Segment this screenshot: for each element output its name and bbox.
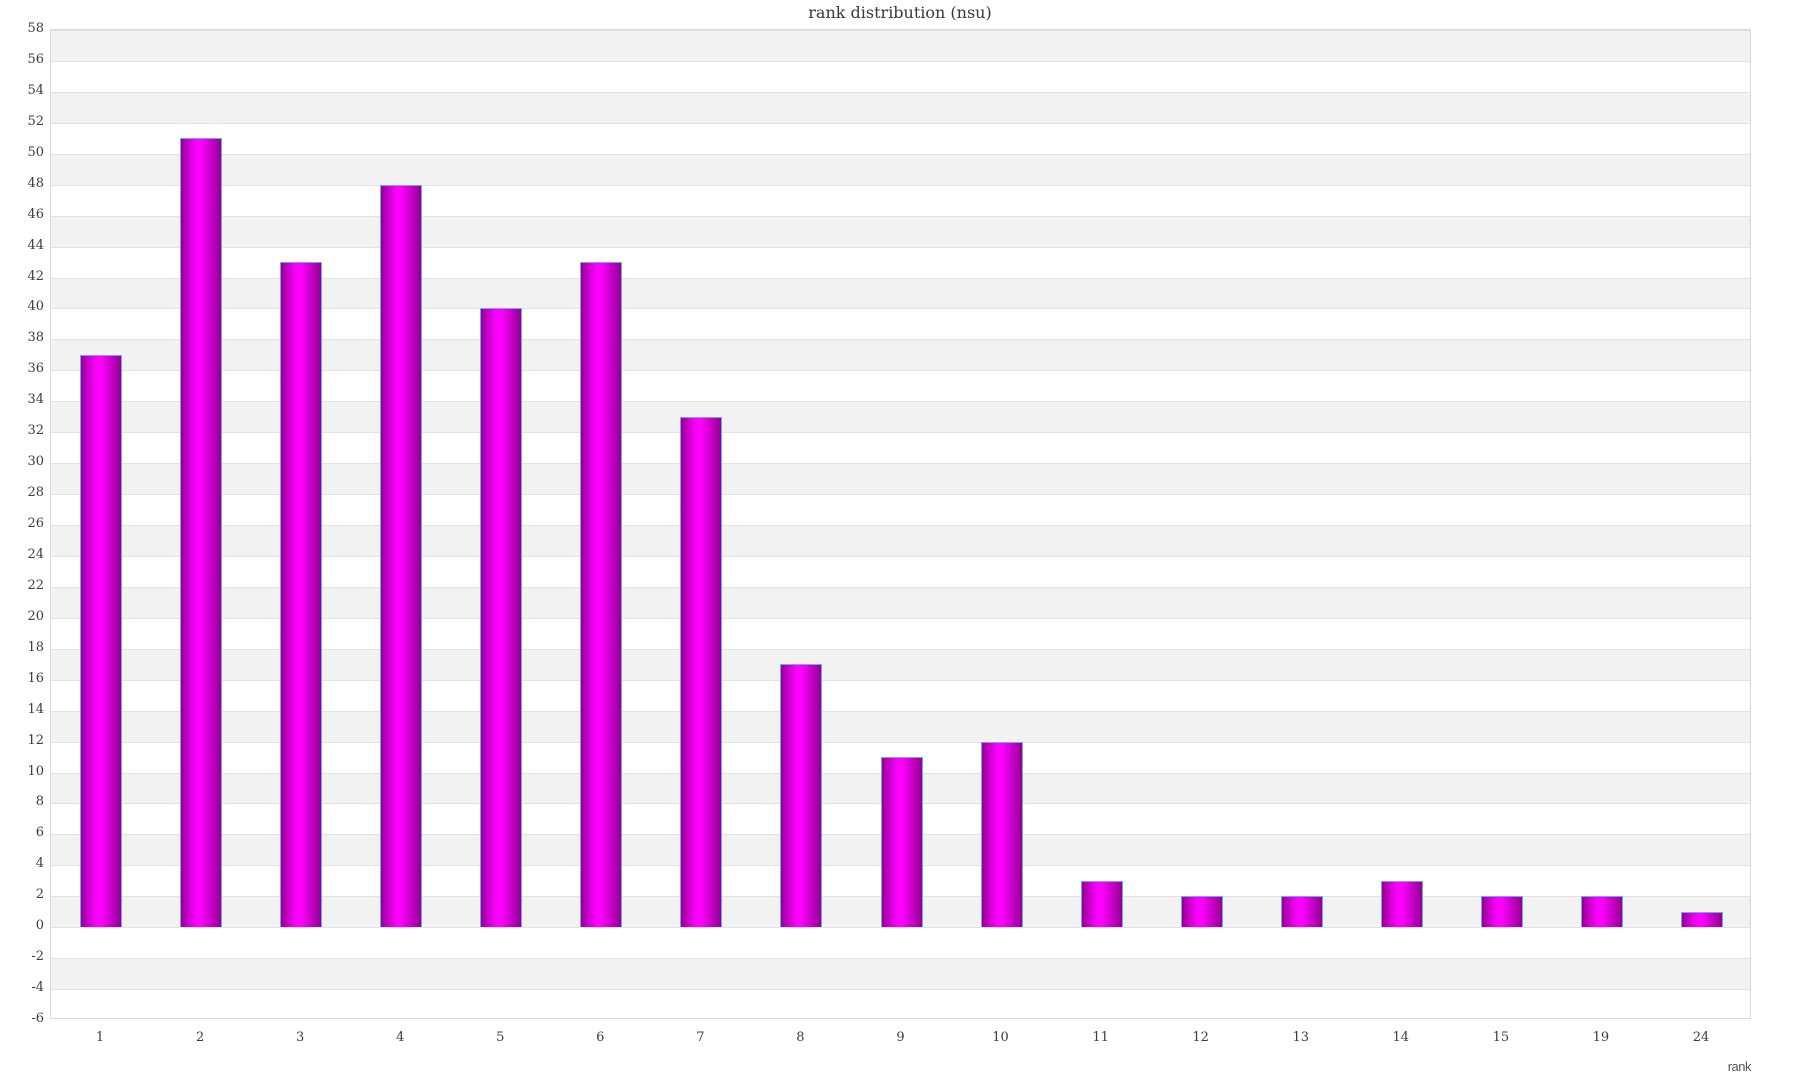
plot-area (50, 29, 1751, 1019)
x-tick-label: 2 (195, 1030, 205, 1045)
x-tick-label: 1 (95, 1030, 105, 1045)
bar-rank-7 (680, 416, 723, 928)
x-tick-label: 12 (1192, 1030, 1209, 1045)
y-tick-label: -6 (31, 1011, 44, 1026)
y-tick-label: 18 (27, 639, 44, 655)
grid-band (51, 432, 1750, 464)
grid-band (51, 215, 1750, 247)
grid-band (51, 277, 1750, 309)
bar-rank-8 (780, 664, 823, 928)
x-tick-label: 8 (796, 1030, 805, 1045)
grid-band (51, 401, 1750, 433)
y-tick-label: 8 (35, 794, 44, 810)
grid-band (51, 91, 1750, 123)
grid-band (51, 184, 1750, 216)
x-tick-label: 11 (1092, 1030, 1109, 1045)
y-tick-label: 54 (27, 82, 44, 98)
x-tick-label: 5 (496, 1030, 505, 1045)
x-tick-label: 9 (896, 1030, 905, 1045)
bar-rank-10 (980, 741, 1023, 928)
grid-band (51, 617, 1750, 649)
bar-rank-6 (580, 262, 623, 928)
x-tick-label: 4 (396, 1030, 405, 1045)
grid-band (51, 370, 1750, 402)
grid-band (51, 30, 1750, 61)
y-tick-label: 36 (27, 361, 44, 377)
bar-rank-3 (280, 262, 323, 928)
y-tick-label: 22 (27, 577, 44, 593)
bar-rank-15 (1480, 896, 1523, 928)
chart-title: rank distribution (nsu) (808, 3, 992, 22)
grid-band (51, 339, 1750, 371)
bar-rank-19 (1580, 896, 1623, 928)
bar-rank-2 (180, 138, 223, 928)
y-tick-label: 42 (27, 268, 44, 284)
y-tick-label: 48 (27, 175, 44, 191)
y-tick-label: 10 (27, 763, 44, 779)
x-tick-label: 6 (596, 1030, 605, 1045)
x-tick-label: 13 (1292, 1030, 1310, 1045)
bar-rank-4 (380, 184, 423, 928)
y-tick-label: 34 (27, 392, 44, 408)
y-tick-label: 24 (27, 546, 44, 562)
grid-band (51, 246, 1750, 278)
grid-band (51, 679, 1750, 711)
grid-band (51, 989, 1750, 1018)
y-tick-label: 6 (35, 825, 44, 841)
bar-rank-1 (80, 354, 123, 928)
y-tick-label: -4 (31, 980, 44, 996)
x-tick-label: 14 (1392, 1030, 1410, 1045)
y-tick-label: -2 (31, 949, 44, 965)
grid-band (51, 122, 1750, 154)
x-tick-label: 10 (992, 1030, 1009, 1045)
bar-rank-12 (1180, 896, 1223, 928)
y-tick-label: 58 (27, 21, 44, 36)
grid-band (51, 586, 1750, 618)
bar-rank-24 (1680, 911, 1723, 928)
y-tick-label: 44 (27, 237, 44, 253)
y-tick-label: 4 (35, 856, 44, 872)
y-tick-label: 46 (27, 206, 44, 222)
y-tick-label: 12 (27, 732, 44, 748)
x-tick-label: 7 (696, 1030, 705, 1045)
y-tick-label: 52 (27, 113, 44, 129)
grid-band (51, 648, 1750, 680)
bar-rank-13 (1280, 896, 1323, 928)
y-tick-label: 56 (27, 51, 44, 67)
bar-rank-11 (1080, 880, 1123, 928)
bar-rank-9 (880, 757, 923, 928)
grid-band (51, 308, 1750, 340)
grid-band (51, 710, 1750, 742)
x-tick-label: 19 (1592, 1030, 1610, 1045)
grid-band (51, 153, 1750, 185)
grid-band (51, 958, 1750, 990)
bar-rank-5 (480, 308, 523, 928)
x-tick-label: 15 (1492, 1030, 1510, 1045)
grid-band (51, 60, 1750, 92)
y-tick-label: 50 (27, 144, 44, 160)
x-tick-label: 3 (296, 1030, 305, 1045)
y-tick-label: 14 (27, 701, 44, 717)
y-tick-label: 20 (27, 608, 44, 624)
x-tick-label: 24 (1692, 1030, 1710, 1045)
y-tick-label: 40 (27, 299, 44, 315)
grid-band (51, 463, 1750, 495)
y-tick-label: 32 (27, 423, 44, 439)
x-axis-title: rank (1727, 1059, 1752, 1074)
y-tick-label: 2 (35, 887, 44, 903)
y-tick-label: 26 (27, 516, 44, 531)
grid-band (51, 525, 1750, 556)
bar-rank-14 (1380, 880, 1423, 928)
grid-band (51, 555, 1750, 587)
grid-band (51, 494, 1750, 525)
grid-band (51, 927, 1750, 959)
y-tick-label: 30 (27, 454, 44, 470)
y-tick-label: 0 (35, 918, 44, 934)
y-tick-label: 16 (27, 670, 44, 686)
y-tick-label: 28 (27, 485, 44, 501)
y-tick-label: 38 (27, 330, 44, 346)
